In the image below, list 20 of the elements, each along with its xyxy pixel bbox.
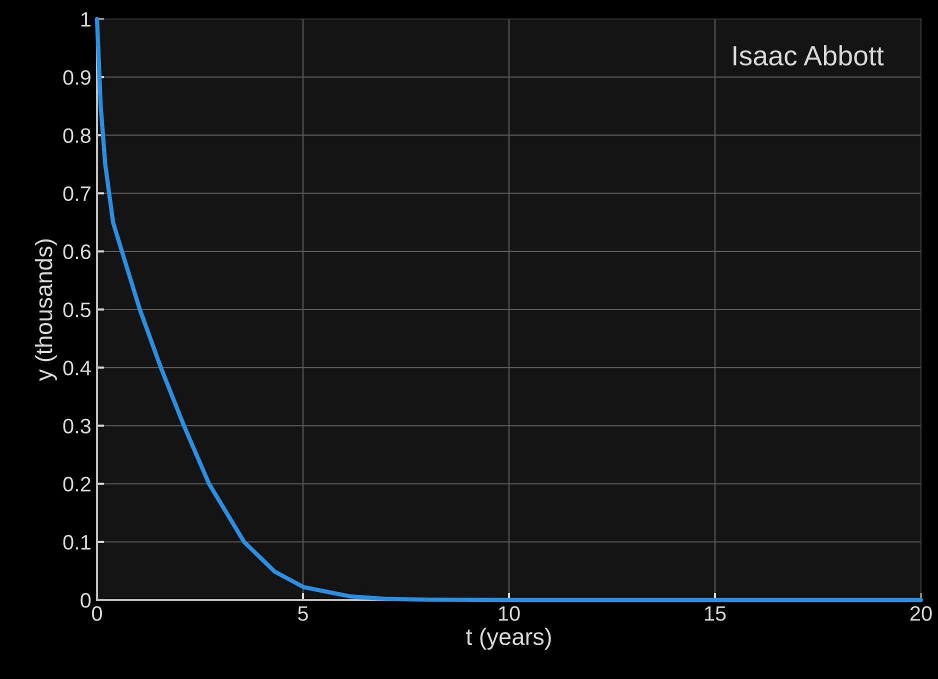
x-axis-title: t (years) (466, 628, 551, 650)
annotation: Isaac Abbott (734, 45, 884, 66)
y-tick-label: 0.6 (63, 244, 91, 260)
y-tick-label: 0.7 (63, 186, 90, 202)
line-series (94, 16, 924, 602)
y-tick-label: 1 (81, 12, 90, 27)
y-tick-label: 0.5 (63, 302, 91, 318)
y-tick-label: 0.3 (63, 418, 91, 434)
x-tick-label: 5 (298, 606, 308, 621)
x-tick-label: 10 (499, 606, 520, 621)
y-tick-label: 0.8 (63, 128, 91, 143)
x-tick-label: 20 (910, 606, 932, 621)
y-tick-label: 0 (80, 593, 91, 608)
y-tick-label: 0.9 (63, 70, 90, 85)
x-tick-label: 0 (92, 606, 102, 621)
x-tick-label: 15 (705, 606, 726, 621)
y-axis-title: y (thousands) (34, 239, 57, 381)
y-tick-label: 0.1 (63, 534, 90, 550)
y-tick-label: 0.2 (63, 476, 90, 492)
y-tick-label: 0.4 (63, 360, 91, 376)
